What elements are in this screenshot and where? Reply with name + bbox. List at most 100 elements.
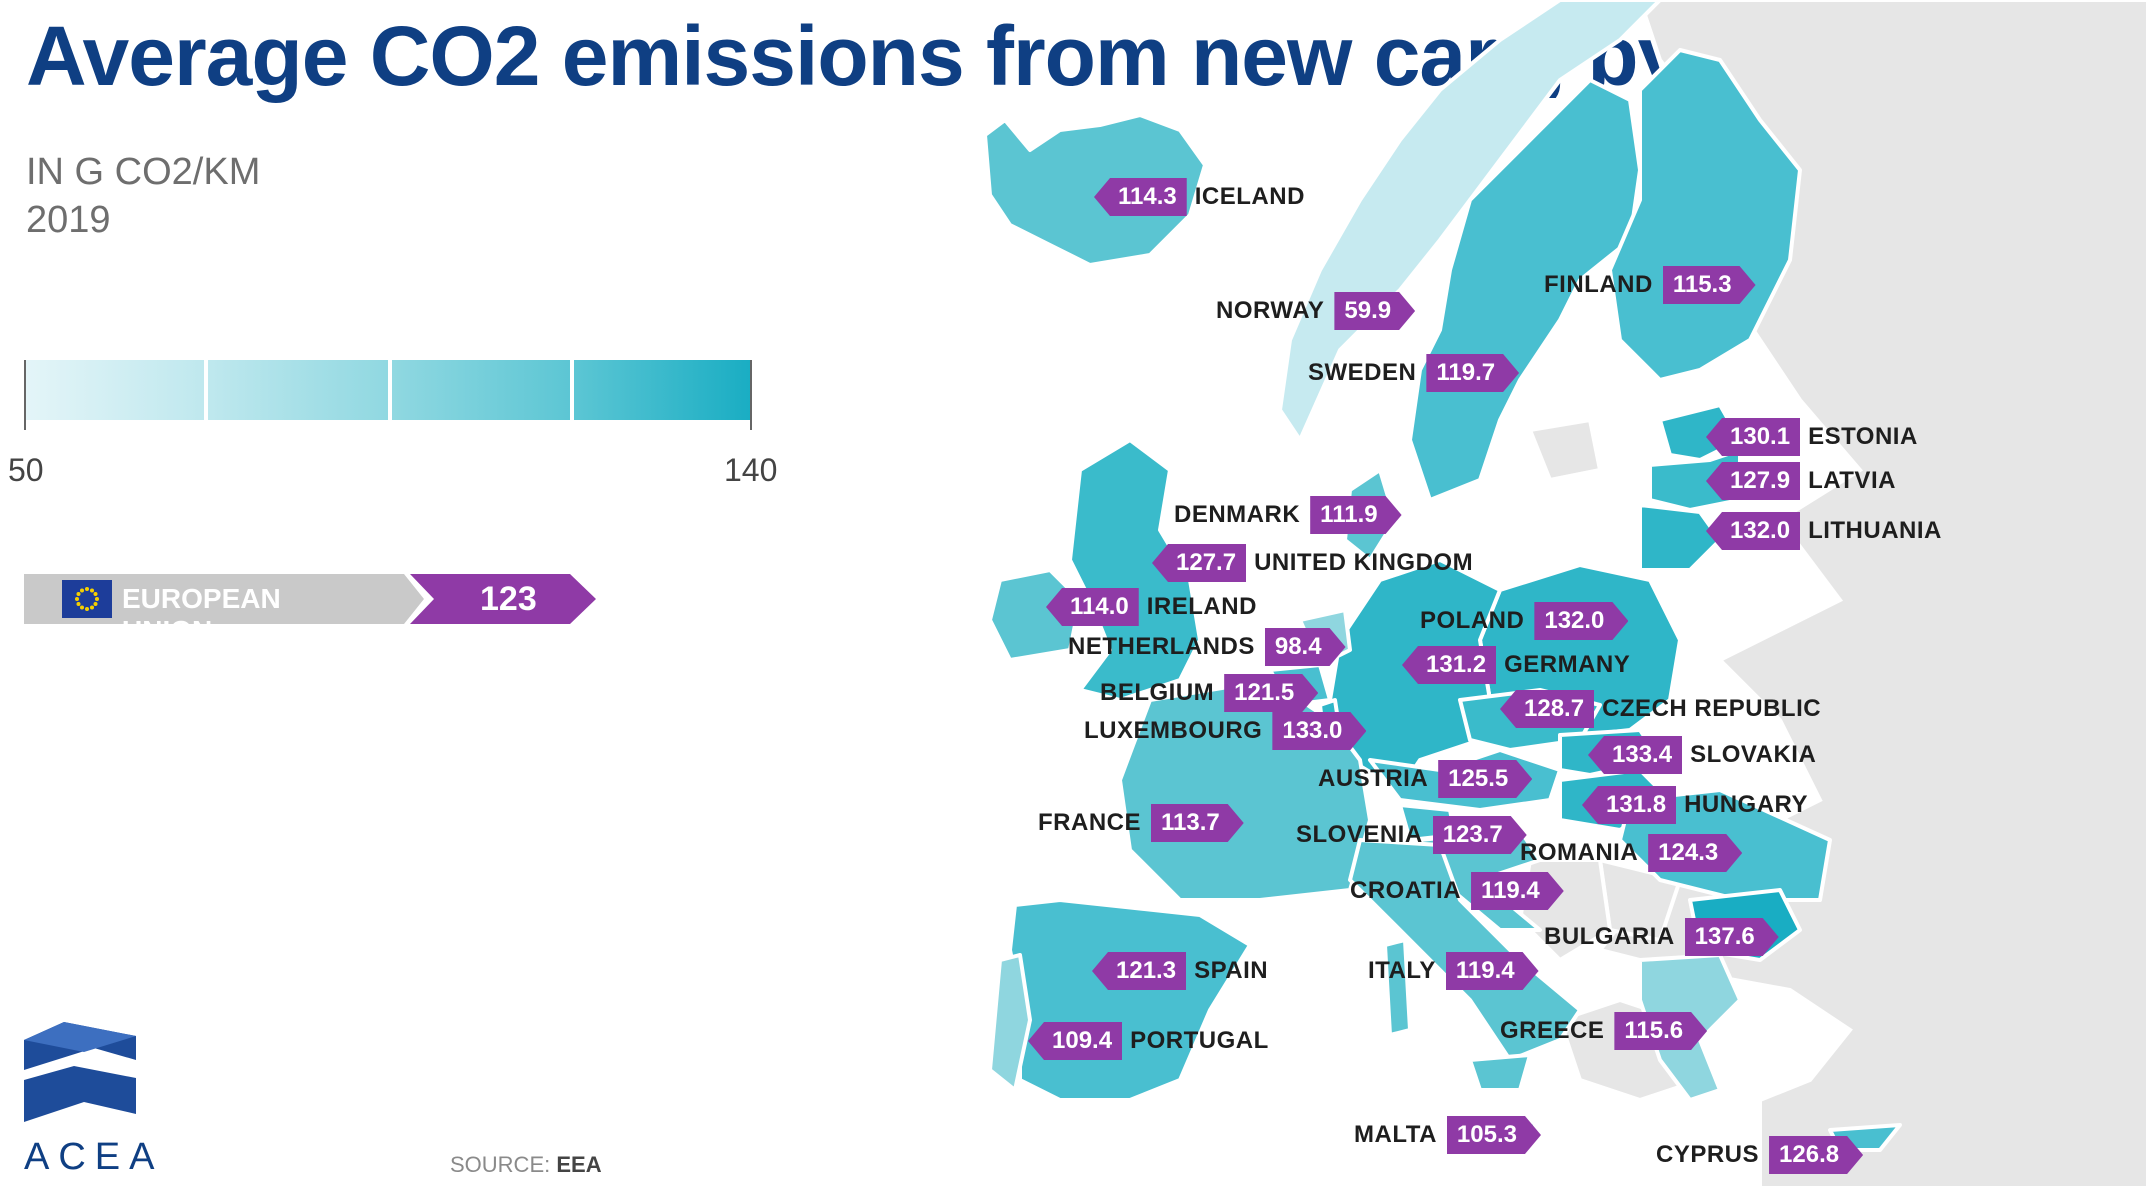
name-norway: NORWAY (1216, 297, 1325, 324)
scale-segment-1 (24, 360, 204, 420)
scale-segment-4 (574, 360, 752, 420)
label-spain: 121.3 SPAIN (1092, 952, 1268, 990)
value-netherlands: 98.4 (1265, 628, 1346, 666)
acea-logo-icon (24, 1022, 144, 1127)
value-estonia: 130.1 (1706, 418, 1801, 456)
name-slovenia: SLOVENIA (1296, 821, 1423, 848)
label-austria: AUSTRIA 125.5 (1318, 760, 1532, 798)
name-austria: AUSTRIA (1318, 765, 1429, 792)
label-slovakia: 133.4 SLOVAKIA (1588, 736, 1816, 774)
logo-text: ACEA (24, 1136, 164, 1178)
unit-label: IN G CO2/KM (26, 151, 261, 193)
label-poland: POLAND 132.0 (1420, 602, 1628, 640)
value-bulgaria: 137.6 (1685, 918, 1779, 956)
scale-tick-min (24, 360, 26, 430)
value-france: 113.7 (1151, 804, 1244, 842)
name-sweden: SWEDEN (1308, 359, 1417, 386)
name-lithuania: LITHUANIA (1808, 517, 1942, 544)
name-italy: ITALY (1368, 957, 1436, 984)
name-luxembourg: LUXEMBOURG (1084, 717, 1263, 744)
value-romania: 124.3 (1648, 834, 1742, 872)
eu-flag-icon (62, 580, 112, 618)
value-finland: 115.3 (1663, 266, 1756, 304)
eu-value: 123 (480, 580, 537, 618)
name-france: FRANCE (1038, 809, 1141, 836)
label-italy: ITALY 119.4 (1368, 952, 1539, 990)
name-poland: POLAND (1420, 607, 1525, 634)
name-slovakia: SLOVAKIA (1690, 741, 1817, 768)
label-estonia: 130.1 ESTONIA (1706, 418, 1918, 456)
scale-segment-3 (392, 360, 570, 420)
name-belgium: BELGIUM (1100, 679, 1215, 706)
value-italy: 119.4 (1446, 952, 1539, 990)
value-croatia: 119.4 (1471, 872, 1564, 910)
value-spain: 121.3 (1092, 952, 1187, 990)
label-finland: FINLAND 115.3 (1544, 266, 1756, 304)
label-sweden: SWEDEN 119.7 (1308, 354, 1519, 392)
name-cyprus: CYPRUS (1656, 1141, 1760, 1168)
value-norway: 59.9 (1334, 292, 1415, 330)
name-spain: SPAIN (1194, 957, 1269, 984)
value-greece: 115.6 (1614, 1012, 1707, 1050)
norway-shape (1278, 0, 1662, 442)
label-netherlands: NETHERLANDS 98.4 (1068, 628, 1346, 666)
label-romania: ROMANIA 124.3 (1520, 834, 1742, 872)
label-cyprus: CYPRUS 126.8 (1656, 1136, 1863, 1174)
label-france: FRANCE 113.7 (1038, 804, 1244, 842)
value-slovenia: 123.7 (1433, 816, 1527, 854)
name-romania: ROMANIA (1520, 839, 1639, 866)
name-germany: GERMANY (1504, 651, 1631, 678)
name-estonia: ESTONIA (1808, 423, 1918, 450)
value-denmark: 111.9 (1310, 496, 1401, 534)
eu-value-box: 123 (410, 574, 596, 624)
value-poland: 132.0 (1534, 602, 1628, 640)
label-lithuania: 132.0 LITHUANIA (1706, 512, 1942, 550)
name-netherlands: NETHERLANDS (1068, 633, 1255, 660)
value-iceland: 114.3 (1094, 178, 1187, 216)
label-denmark: DENMARK 111.9 (1174, 496, 1402, 534)
name-iceland: ICELAND (1194, 183, 1305, 210)
source-label: SOURCE: (450, 1152, 551, 1177)
finland-shape (1608, 48, 1802, 382)
value-austria: 125.5 (1438, 760, 1532, 798)
name-ireland: IRELAND (1146, 593, 1257, 620)
eu-label: EUROPEAN UNION (122, 583, 281, 646)
scale-tick-max (750, 360, 752, 430)
label-slovenia: SLOVENIA 123.7 (1296, 816, 1527, 854)
label-belgium: BELGIUM 121.5 (1100, 674, 1318, 712)
scale-max-label: 140 (724, 452, 778, 488)
source-value: EEA (556, 1152, 602, 1177)
scale-min-label: 50 (8, 452, 44, 488)
label-norway: NORWAY 59.9 (1216, 292, 1415, 330)
italy-shape (1348, 838, 1582, 1062)
source-note: SOURCE: EEA (450, 1152, 602, 1178)
value-belgium: 121.5 (1224, 674, 1318, 712)
ireland-shape (988, 568, 1082, 662)
sicily-shape (1468, 1053, 1532, 1092)
label-ireland: 114.0 IRELAND (1046, 588, 1257, 626)
value-lithuania: 132.0 (1706, 512, 1801, 550)
value-czech-republic: 128.7 (1500, 690, 1595, 728)
value-germany: 131.2 (1402, 646, 1497, 684)
portugal-shape (988, 953, 1032, 1092)
label-latvia: 127.9 LATVIA (1706, 462, 1896, 500)
label-croatia: CROATIA 119.4 (1350, 872, 1564, 910)
subtitle: IN G CO2/KM 2019 (26, 148, 260, 244)
value-ireland: 114.0 (1046, 588, 1139, 626)
name-croatia: CROATIA (1350, 877, 1462, 904)
name-bulgaria: BULGARIA (1544, 923, 1675, 950)
label-greece: GREECE 115.6 (1500, 1012, 1707, 1050)
latvia-shape (1648, 448, 1742, 512)
label-bulgaria: BULGARIA 137.6 (1544, 918, 1779, 956)
value-portugal: 109.4 (1028, 1022, 1123, 1060)
label-portugal: 109.4 PORTUGAL (1028, 1022, 1269, 1060)
name-malta: MALTA (1354, 1121, 1437, 1148)
name-portugal: PORTUGAL (1130, 1027, 1269, 1054)
name-hungary: HUNGARY (1684, 791, 1809, 818)
sardinia-shape (1383, 938, 1412, 1037)
color-scale (24, 360, 752, 430)
value-sweden: 119.7 (1426, 354, 1519, 392)
label-czech-republic: 128.7 CZECH REPUBLIC (1500, 690, 1821, 728)
label-malta: MALTA 105.3 (1354, 1116, 1541, 1154)
name-denmark: DENMARK (1174, 501, 1301, 528)
